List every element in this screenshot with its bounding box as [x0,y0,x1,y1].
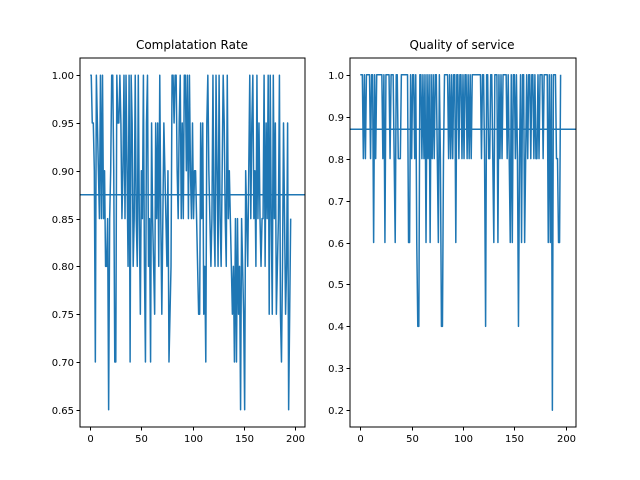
y-tick-label: 0.7 [328,197,344,208]
x-tick-label: 150 [505,434,524,445]
x-tick-label: 100 [454,434,473,445]
plot-area [350,74,576,411]
y-tick-label: 0.9 [328,113,344,124]
y-tick-label: 0.80 [52,262,74,273]
y-tick-label: 0.70 [52,358,74,369]
axes-frame [79,57,306,428]
x-tick-label: 50 [135,434,148,445]
plot-area [80,74,305,411]
y-tick-label: 0.95 [52,119,74,130]
y-tick-label: 0.75 [52,310,74,321]
series-line [360,74,562,411]
series-line [90,74,292,411]
y-tick-label: 0.4 [328,322,344,333]
y-tick-label: 1.0 [328,71,344,82]
x-tick-label: 100 [184,434,203,445]
chart-title: Quality of service [409,38,514,52]
y-tick-label: 0.85 [52,215,74,226]
x-tick-label: 200 [557,434,576,445]
y-tick-label: 0.6 [328,239,344,250]
y-tick-label: 1.00 [52,71,74,82]
chart-title: Complatation Rate [136,38,248,52]
x-tick-label: 150 [235,434,254,445]
y-tick-label: 0.65 [52,406,74,417]
y-tick-label: 0.8 [328,155,344,166]
x-tick-label: 200 [286,434,305,445]
subplot-quality-of-service: Quality of service 0.2 0.3 0.4 0.5 0.6 0.7 0.8… [328,38,577,445]
y-tick-label: 0.2 [328,406,344,417]
x-tick-label: 0 [357,434,363,445]
y-tick-label: 0.90 [52,167,74,178]
y-tick-label: 0.5 [328,280,344,291]
y-tick-label: 0.3 [328,364,344,375]
x-tick-label: 0 [87,434,93,445]
subplot-complatation-rate: Complatation Rate 0.65 0.70 0.75 0.80 0.85 0.… [52,38,306,445]
x-tick-label: 50 [406,434,419,445]
